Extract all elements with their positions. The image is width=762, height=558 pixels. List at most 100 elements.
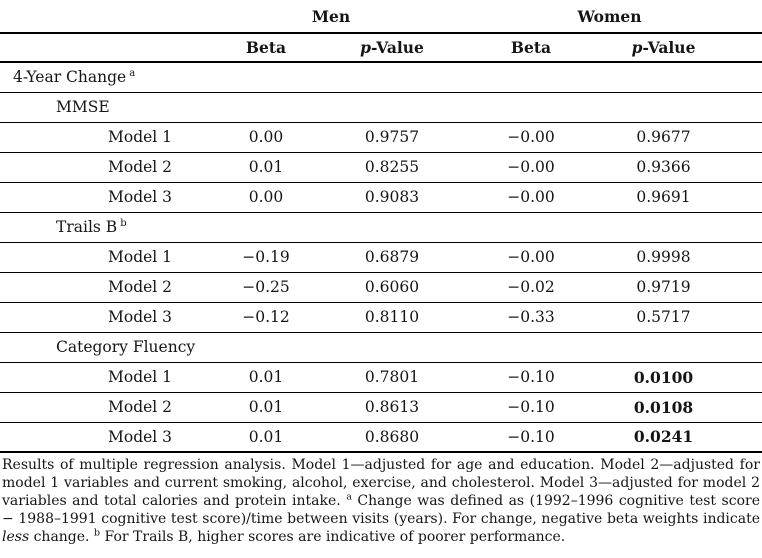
cell-women-beta: −0.00: [457, 182, 606, 213]
cell-men-pvalue: [327, 332, 458, 363]
cell-men-pvalue: 0.9083: [327, 182, 458, 213]
cell-men-beta: [205, 62, 327, 93]
table-row-mmse-model-2: Model 2 0.01 0.8255 −0.00 0.9366: [0, 152, 762, 183]
cell-men-pvalue: 0.8613: [327, 392, 458, 423]
cell-men-beta: [205, 92, 327, 123]
paper-page: Men Women Beta p-Value Beta p-Value 4-Ye…: [0, 0, 762, 546]
men-group-header: Men: [205, 0, 458, 34]
footnote-text-2: Change was defined as (1992–1996 cogniti…: [2, 493, 760, 527]
cell-women-pvalue-significant: 0.0108: [605, 392, 762, 423]
cell-women-beta: −0.00: [457, 242, 606, 273]
p-value-rest: -Value: [370, 38, 424, 57]
row-label-model-1: Model 1: [0, 242, 205, 273]
cell-men-beta: −0.12: [205, 302, 327, 333]
table-row-fluency-model-2: Model 2 0.01 0.8613 −0.10 0.0108: [0, 392, 762, 423]
p-value-rest: -Value: [642, 38, 696, 57]
table-row-trails-model-1: Model 1 −0.19 0.6879 −0.00 0.9998: [0, 242, 762, 273]
cell-men-beta: 0.01: [205, 152, 327, 183]
men-pvalue-header: p-Value: [327, 33, 458, 63]
cell-women-beta: [457, 92, 606, 123]
cell-women-beta: −0.00: [457, 152, 606, 183]
cell-women-pvalue: [605, 62, 762, 93]
results-table: Men Women Beta p-Value Beta p-Value 4-Ye…: [0, 0, 762, 453]
column-header-row: Beta p-Value Beta p-Value: [0, 33, 762, 63]
row-label-category-fluency: Category Fluency: [0, 332, 205, 363]
table-row-trails-model-3: Model 3 −0.12 0.8110 −0.33 0.5717: [0, 302, 762, 333]
table-row-category-fluency: Category Fluency: [0, 332, 762, 363]
footnote-text-4: For Trails B, higher scores are indicati…: [100, 529, 566, 545]
women-beta-header: Beta: [457, 33, 606, 63]
row-label-model-1: Model 1: [0, 122, 205, 153]
cell-men-pvalue: 0.8110: [327, 302, 458, 333]
row-label-model-3: Model 3: [0, 302, 205, 333]
footnote-superscript-b: b: [93, 527, 101, 539]
cell-men-pvalue: [327, 92, 458, 123]
header-spacer: [0, 33, 205, 63]
cell-women-pvalue: 0.9998: [605, 242, 762, 273]
cell-women-beta: [457, 62, 606, 93]
cell-women-beta: −0.10: [457, 422, 606, 453]
p-italic: p: [360, 38, 371, 57]
row-label-4-year-change: 4-Year Change a: [0, 62, 205, 93]
women-group-header: Women: [457, 0, 762, 34]
footnote-marker-a: a: [129, 68, 136, 80]
cell-women-beta: −0.00: [457, 122, 606, 153]
cell-women-pvalue-significant: 0.0100: [605, 362, 762, 393]
footnote-marker-b: b: [120, 217, 127, 229]
cell-women-pvalue-significant: 0.0241: [605, 422, 762, 453]
row-label-model-3: Model 3: [0, 422, 205, 453]
footnote-text-3: change.: [29, 529, 94, 545]
cell-women-pvalue: 0.9691: [605, 182, 762, 213]
cell-men-pvalue: 0.9757: [327, 122, 458, 153]
table-row-fluency-model-1: Model 1 0.01 0.7801 −0.10 0.0100: [0, 362, 762, 393]
row-label-text: 4-Year Change: [13, 68, 127, 87]
cell-men-beta: [205, 212, 327, 243]
row-label-model-2: Model 2: [0, 152, 205, 183]
footnote-text-1: Results of multiple regression analysis.…: [2, 457, 760, 509]
table-row-mmse-model-1: Model 1 0.00 0.9757 −0.00 0.9677: [0, 122, 762, 153]
men-beta-header: Beta: [205, 33, 327, 63]
table-footnote: Results of multiple regression analysis.…: [2, 456, 760, 546]
cell-women-beta: −0.02: [457, 272, 606, 303]
footnote-italic-less: less: [2, 529, 30, 545]
cell-men-pvalue: 0.6879: [327, 242, 458, 273]
cell-men-beta: [205, 332, 327, 363]
cell-men-pvalue: 0.8255: [327, 152, 458, 183]
cell-women-beta: [457, 212, 606, 243]
cell-men-pvalue: 0.8680: [327, 422, 458, 453]
cell-men-beta: 0.01: [205, 362, 327, 393]
cell-men-beta: −0.19: [205, 242, 327, 273]
row-label-model-2: Model 2: [0, 272, 205, 303]
cell-women-beta: −0.10: [457, 392, 606, 423]
footnote-superscript-a: a: [346, 491, 352, 503]
cell-women-pvalue: 0.9719: [605, 272, 762, 303]
cell-men-beta: 0.01: [205, 422, 327, 453]
cell-men-beta: 0.01: [205, 392, 327, 423]
cell-women-beta: −0.33: [457, 302, 606, 333]
women-pvalue-header: p-Value: [605, 33, 762, 63]
cell-women-beta: −0.10: [457, 362, 606, 393]
cell-men-beta: 0.00: [205, 182, 327, 213]
cell-women-pvalue: 0.5717: [605, 302, 762, 333]
table-row-fluency-model-3: Model 3 0.01 0.8680 −0.10 0.0241: [0, 422, 762, 453]
cell-women-pvalue: 0.9677: [605, 122, 762, 153]
row-label-model-2: Model 2: [0, 392, 205, 423]
row-label-model-1: Model 1: [0, 362, 205, 393]
cell-men-pvalue: 0.7801: [327, 362, 458, 393]
cell-women-pvalue: [605, 92, 762, 123]
row-label-model-3: Model 3: [0, 182, 205, 213]
cell-men-pvalue: 0.6060: [327, 272, 458, 303]
cell-men-pvalue: [327, 212, 458, 243]
table-row-mmse-model-3: Model 3 0.00 0.9083 −0.00 0.9691: [0, 182, 762, 213]
cell-women-pvalue: 0.9366: [605, 152, 762, 183]
header-spacer: [0, 0, 205, 34]
row-label-text: Trails B: [56, 218, 118, 236]
cell-men-beta: −0.25: [205, 272, 327, 303]
table-row-trails-model-2: Model 2 −0.25 0.6060 −0.02 0.9719: [0, 272, 762, 303]
p-italic: p: [631, 38, 643, 57]
cell-men-pvalue: [327, 62, 458, 93]
group-header-row: Men Women: [0, 0, 762, 34]
table-row-mmse: MMSE: [0, 92, 762, 123]
